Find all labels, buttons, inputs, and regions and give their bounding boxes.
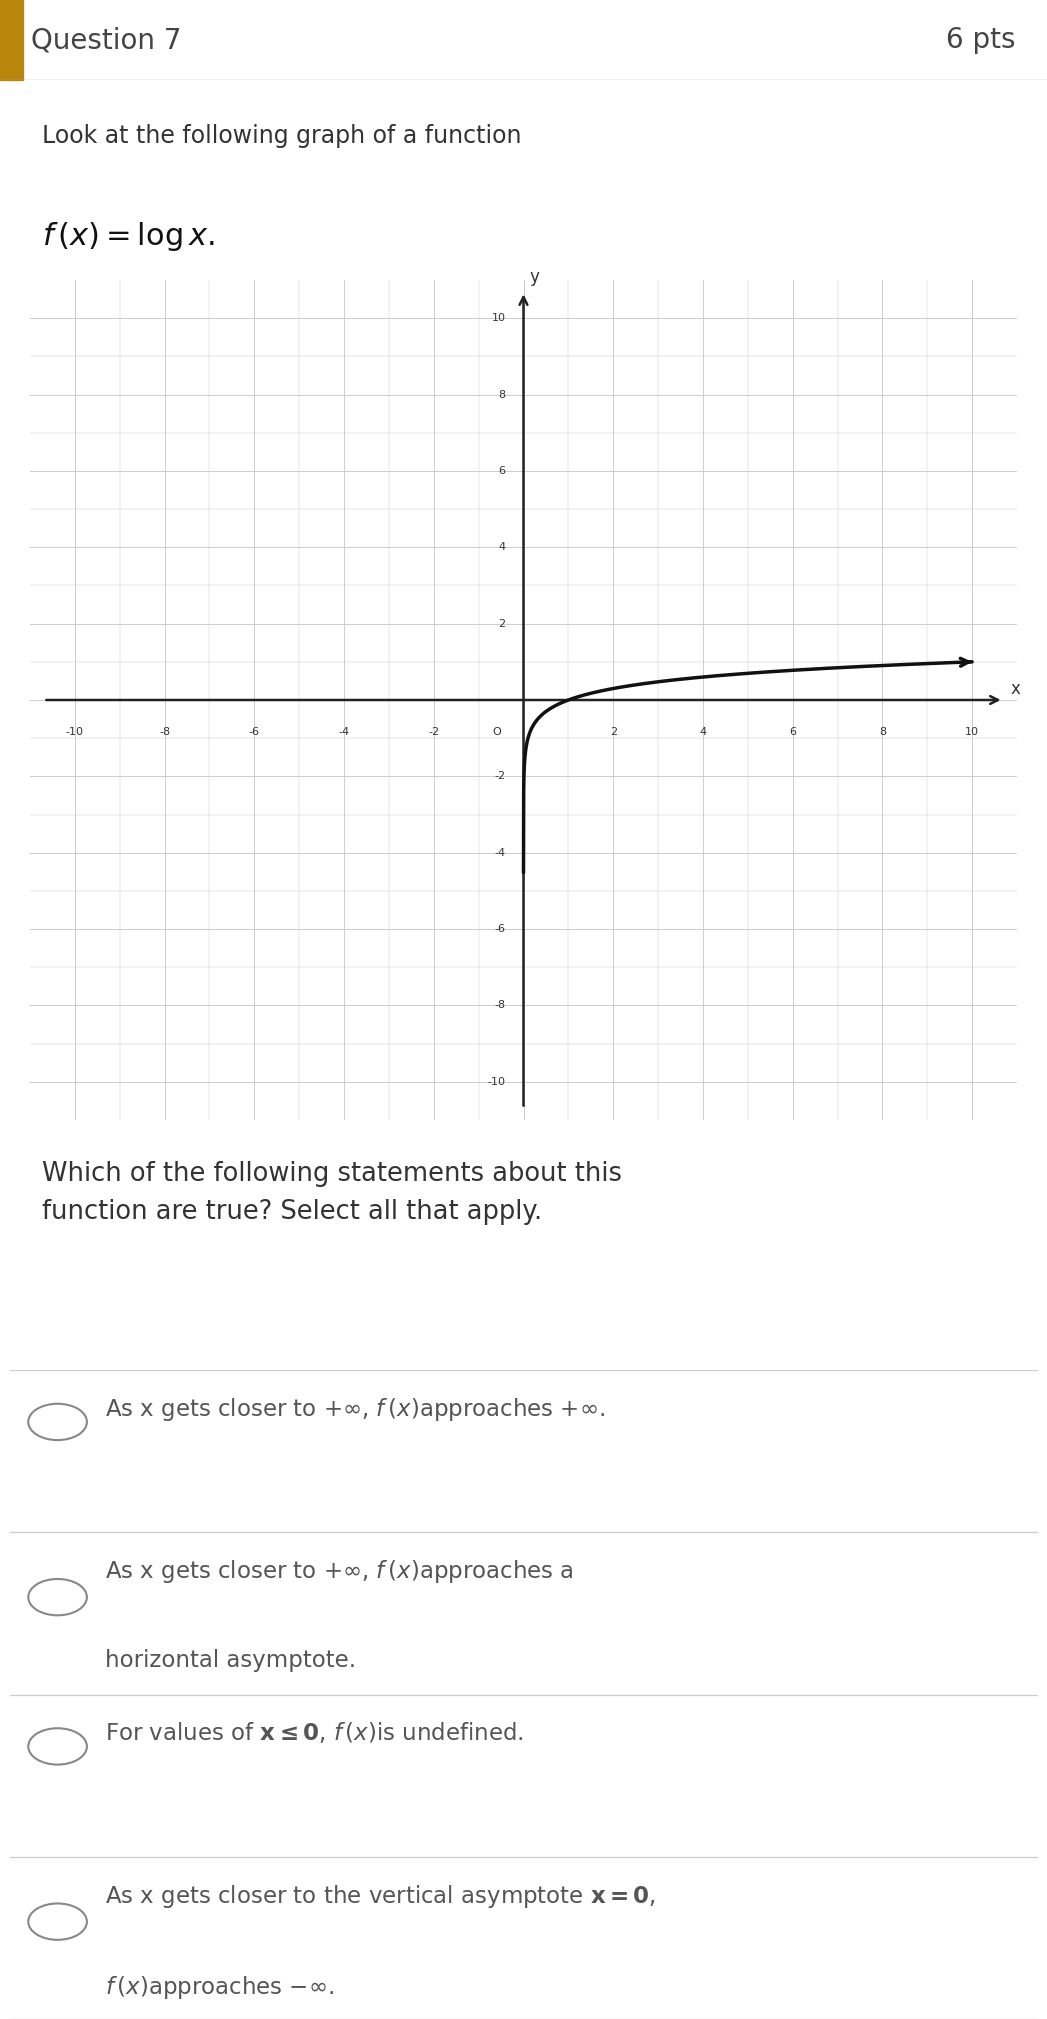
Text: 6: 6	[498, 466, 506, 476]
Text: -4: -4	[494, 848, 506, 858]
Text: -8: -8	[159, 727, 171, 737]
Text: As x gets closer to $+\infty$, $f\,(x)$approaches $+\infty$.: As x gets closer to $+\infty$, $f\,(x)$a…	[105, 1395, 605, 1423]
Text: As x gets closer to $+\infty$, $f\,(x)$approaches a: As x gets closer to $+\infty$, $f\,(x)$a…	[105, 1559, 574, 1585]
Text: -6: -6	[249, 727, 260, 737]
Text: O: O	[492, 727, 502, 737]
Text: x: x	[1010, 680, 1020, 697]
Text: 6: 6	[789, 727, 796, 737]
Text: 8: 8	[878, 727, 886, 737]
Text: 8: 8	[498, 390, 506, 400]
Text: Question 7: Question 7	[31, 26, 182, 55]
Text: 2: 2	[498, 618, 506, 628]
Text: 4: 4	[699, 727, 707, 737]
Text: -10: -10	[488, 1076, 506, 1086]
Text: 10: 10	[491, 313, 506, 323]
Text: y: y	[530, 269, 539, 287]
Text: 2: 2	[609, 727, 617, 737]
Text: -10: -10	[66, 727, 84, 737]
Text: $f\,(x)$approaches $-\infty$.: $f\,(x)$approaches $-\infty$.	[105, 1973, 334, 2001]
Text: For values of $\mathbf{x \leq 0}$, $f\,(x)$is undefined.: For values of $\mathbf{x \leq 0}$, $f\,(…	[105, 1720, 524, 1746]
Text: 10: 10	[965, 727, 979, 737]
Text: -8: -8	[494, 1001, 506, 1010]
Text: -4: -4	[338, 727, 350, 737]
Text: Look at the following graph of a function: Look at the following graph of a functio…	[42, 123, 521, 147]
Text: 6 pts: 6 pts	[946, 26, 1016, 55]
Text: -2: -2	[428, 727, 440, 737]
Text: Which of the following statements about this
function are true? Select all that : Which of the following statements about …	[42, 1161, 622, 1226]
Text: 4: 4	[498, 543, 506, 553]
Text: -2: -2	[494, 771, 506, 781]
Text: horizontal asymptote.: horizontal asymptote.	[105, 1650, 356, 1672]
Bar	[0, 0, 23, 81]
Text: $f\,(x) = \log x.$: $f\,(x) = \log x.$	[42, 220, 215, 252]
Text: As x gets closer to the vertical asymptote $\mathbf{x = 0}$,: As x gets closer to the vertical asympto…	[105, 1882, 655, 1910]
Text: -6: -6	[494, 925, 506, 935]
